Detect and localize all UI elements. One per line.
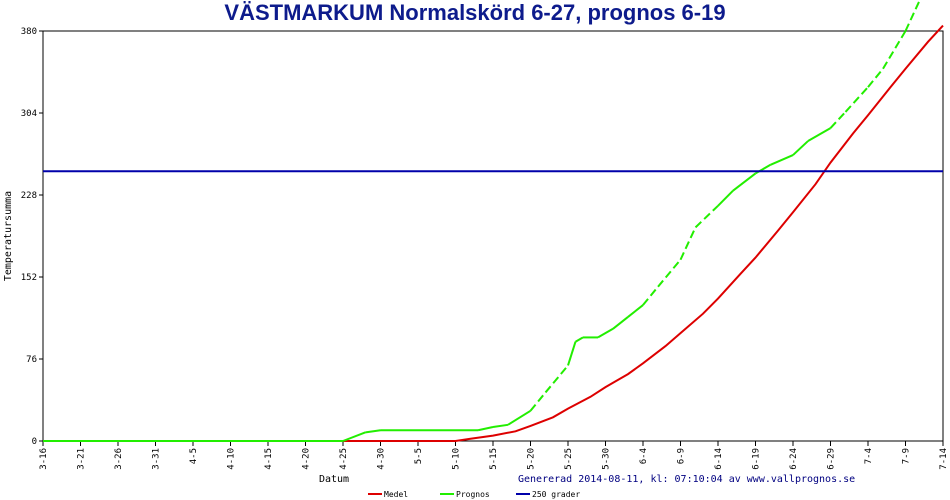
x-tick-label: 4-5 <box>189 448 199 464</box>
series-1-segment <box>342 431 366 442</box>
x-tick-label: 5-20 <box>527 448 537 470</box>
series-1-segment <box>904 0 921 32</box>
y-tick-label: 228 <box>21 191 37 201</box>
series-1-segment <box>567 341 577 366</box>
series-1-segment <box>507 409 532 426</box>
x-tick-label: 4-25 <box>339 448 349 470</box>
series-1-segment <box>612 316 629 330</box>
series-1-segment <box>694 205 719 229</box>
x-tick-label: 5-25 <box>564 448 574 470</box>
series-0-line <box>43 24 944 442</box>
x-tick-label: 7-4 <box>864 448 874 464</box>
y-tick-label: 304 <box>21 109 37 119</box>
x-tick-label: 7-9 <box>902 448 912 464</box>
series-1-segment <box>770 154 794 166</box>
legend-label-1: Prognos <box>456 490 490 499</box>
axes-group: 0 76 152 228 304 380 3-16 3-21 3-26 3-31 4-5 4-10 4-… <box>21 27 949 470</box>
x-tick-label: 4-30 <box>377 448 387 470</box>
x-tick-label: 6-19 <box>752 448 762 470</box>
x-tick-label: 5-15 <box>489 448 499 470</box>
legend-label-2: 250 grader <box>532 490 580 499</box>
x-tick-label: 3-26 <box>114 448 124 470</box>
x-tick-label: 3-16 <box>39 448 49 470</box>
series-1-segment <box>732 172 757 192</box>
x-tick-label: 6-24 <box>789 448 799 470</box>
series-1-segment <box>792 140 809 156</box>
y-tick-label: 76 <box>26 355 37 365</box>
series-1-segment <box>807 127 831 142</box>
x-tick-label: 6-14 <box>714 448 724 470</box>
x-tick-label: 5-30 <box>602 448 612 470</box>
y-tick-label: 152 <box>21 273 37 283</box>
series-1-segment <box>679 226 697 261</box>
x-tick-label: 5-5 <box>414 448 424 464</box>
series-1-segment <box>575 336 584 343</box>
series-1-segment <box>477 425 494 432</box>
y-tick-label: 0 <box>32 437 37 447</box>
x-tick-label: 6-9 <box>677 448 687 464</box>
legend-group: Medel Prognos 250 grader <box>368 490 580 499</box>
series-1-segment <box>657 259 682 288</box>
series-1-segment <box>717 189 734 207</box>
x-axis-label: Datum <box>319 474 349 485</box>
legend-label-0: Medel <box>384 490 408 499</box>
x-tick-label: 4-15 <box>264 448 274 470</box>
footer-generated: Genererad 2014-08-11, kl: 07:10:04 av ww… <box>518 474 855 485</box>
x-tick-label: 3-21 <box>77 448 87 470</box>
x-tick-label: 3-31 <box>152 448 162 470</box>
series-group <box>43 0 944 442</box>
series-1-segment <box>867 68 884 88</box>
x-tick-label: 7-14 <box>939 448 949 470</box>
series-1-segment <box>882 30 907 70</box>
series-1-segment <box>627 304 644 318</box>
series-1-segment <box>829 111 847 129</box>
x-tick-label: 6-4 <box>639 448 649 464</box>
y-axis-label: Temperatursumma <box>3 191 14 281</box>
series-1-segment <box>597 327 614 339</box>
series-1-segment <box>529 391 547 412</box>
series-1-segment <box>492 423 509 428</box>
series-1-segment <box>544 364 569 394</box>
y-tick-label: 380 <box>21 27 37 37</box>
x-tick-label: 5-10 <box>452 448 462 470</box>
series-1-segment <box>642 286 659 306</box>
x-tick-label: 6-29 <box>827 448 837 470</box>
plot-frame <box>42 30 944 442</box>
series-1-segment <box>365 429 381 434</box>
series-1-segment <box>844 86 869 113</box>
x-tick-label: 4-10 <box>227 448 237 470</box>
x-tick-label: 4-20 <box>302 448 312 470</box>
chart-title: VÄSTMARKUM Normalskörd 6-27, prognos 6-1… <box>224 0 725 25</box>
